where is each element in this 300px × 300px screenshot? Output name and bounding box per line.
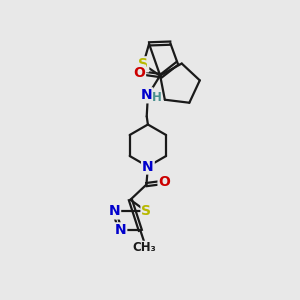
Text: H: H bbox=[152, 91, 162, 103]
Text: S: S bbox=[138, 57, 148, 71]
Text: N: N bbox=[141, 88, 152, 102]
Text: CH₃: CH₃ bbox=[133, 242, 156, 254]
Text: O: O bbox=[133, 66, 145, 80]
Text: S: S bbox=[142, 204, 152, 218]
Text: N: N bbox=[109, 204, 120, 218]
Text: O: O bbox=[159, 175, 170, 189]
Text: N: N bbox=[115, 224, 126, 237]
Text: N: N bbox=[142, 160, 154, 173]
